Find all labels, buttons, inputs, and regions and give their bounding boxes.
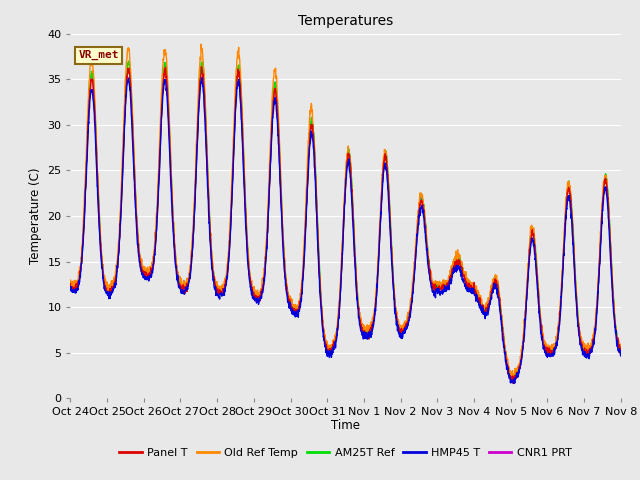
Panel T	[506, 373, 513, 379]
Legend: Panel T, Old Ref Temp, AM25T Ref, HMP45 T, CNR1 PRT: Panel T, Old Ref Temp, AM25T Ref, HMP45 …	[115, 443, 576, 462]
AM25T Ref	[220, 287, 228, 293]
HMP45 T	[506, 373, 513, 379]
AM25T Ref	[125, 58, 132, 64]
HMP45 T	[584, 353, 592, 359]
Old Ref Temp	[220, 281, 228, 287]
CNR1 PRT	[506, 373, 513, 379]
Old Ref Temp	[197, 41, 205, 47]
Panel T	[617, 350, 625, 356]
CNR1 PRT	[374, 272, 381, 278]
CNR1 PRT	[584, 348, 592, 354]
Line: Old Ref Temp: Old Ref Temp	[70, 44, 621, 378]
CNR1 PRT	[617, 348, 625, 353]
AM25T Ref	[67, 282, 74, 288]
X-axis label: Time: Time	[331, 419, 360, 432]
Line: Panel T: Panel T	[70, 67, 621, 383]
Panel T	[198, 64, 205, 70]
Line: CNR1 PRT: CNR1 PRT	[70, 67, 621, 381]
Old Ref Temp	[584, 346, 592, 351]
HMP45 T	[67, 286, 74, 291]
Old Ref Temp	[374, 264, 381, 269]
HMP45 T	[617, 353, 625, 359]
Panel T	[220, 290, 228, 296]
Panel T	[569, 223, 577, 228]
Old Ref Temp	[617, 341, 625, 347]
Old Ref Temp	[506, 368, 513, 374]
AM25T Ref	[617, 346, 625, 352]
CNR1 PRT	[198, 64, 205, 70]
AM25T Ref	[508, 374, 515, 380]
HMP45 T	[198, 75, 206, 81]
CNR1 PRT	[362, 330, 369, 336]
Panel T	[374, 274, 381, 279]
AM25T Ref	[374, 273, 381, 278]
HMP45 T	[374, 274, 381, 279]
HMP45 T	[220, 288, 228, 294]
AM25T Ref	[506, 373, 513, 379]
Panel T	[509, 380, 517, 386]
AM25T Ref	[569, 219, 577, 225]
AM25T Ref	[362, 328, 369, 334]
Line: AM25T Ref: AM25T Ref	[70, 61, 621, 377]
CNR1 PRT	[220, 286, 228, 291]
Old Ref Temp	[67, 277, 74, 283]
Old Ref Temp	[362, 325, 369, 331]
CNR1 PRT	[509, 378, 517, 384]
Old Ref Temp	[508, 375, 516, 381]
AM25T Ref	[584, 348, 592, 353]
HMP45 T	[510, 381, 518, 386]
Panel T	[584, 349, 592, 355]
Old Ref Temp	[569, 229, 577, 235]
HMP45 T	[569, 234, 577, 240]
Y-axis label: Temperature (C): Temperature (C)	[29, 168, 42, 264]
CNR1 PRT	[569, 226, 577, 231]
CNR1 PRT	[67, 284, 74, 289]
Line: HMP45 T: HMP45 T	[70, 78, 621, 384]
Panel T	[67, 281, 74, 287]
Panel T	[362, 332, 369, 338]
Text: VR_met: VR_met	[79, 50, 119, 60]
HMP45 T	[362, 332, 369, 338]
Title: Temperatures: Temperatures	[298, 14, 393, 28]
